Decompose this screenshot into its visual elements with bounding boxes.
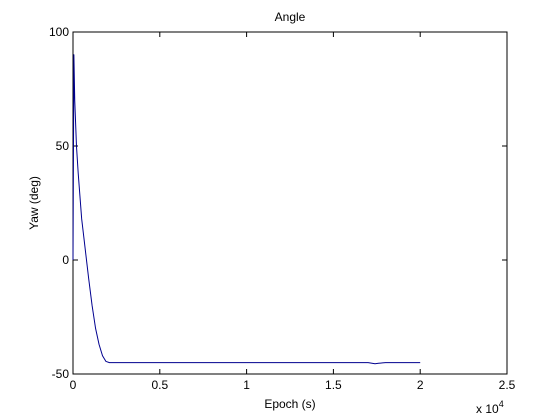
x-axis-label: Epoch (s) [264, 397, 315, 411]
y-tick-label: 100 [49, 25, 69, 39]
x-tick-label: 1.5 [325, 378, 342, 392]
x-tick-label: 1 [243, 378, 250, 392]
x-tick-label: 0.5 [151, 378, 168, 392]
series-layer [72, 54, 421, 365]
x-multiplier-exponent: 4 [499, 399, 504, 409]
y-tick-label: -50 [52, 367, 70, 381]
plot-area [72, 31, 508, 375]
y-axis-label: Yaw (deg) [27, 176, 41, 230]
chart-title: Angle [275, 10, 306, 24]
x-tick-label: 2.5 [499, 378, 516, 392]
y-tick-label: 50 [56, 139, 70, 153]
x-multiplier-base: x 10 [476, 402, 499, 416]
x-multiplier-label: x 104 [476, 399, 504, 416]
x-tick-label: 2 [417, 378, 424, 392]
series-line-yaw [72, 54, 421, 365]
tick-marks [72, 31, 508, 375]
y-tick-label: 0 [62, 253, 69, 267]
x-tick-label: 0 [70, 378, 77, 392]
